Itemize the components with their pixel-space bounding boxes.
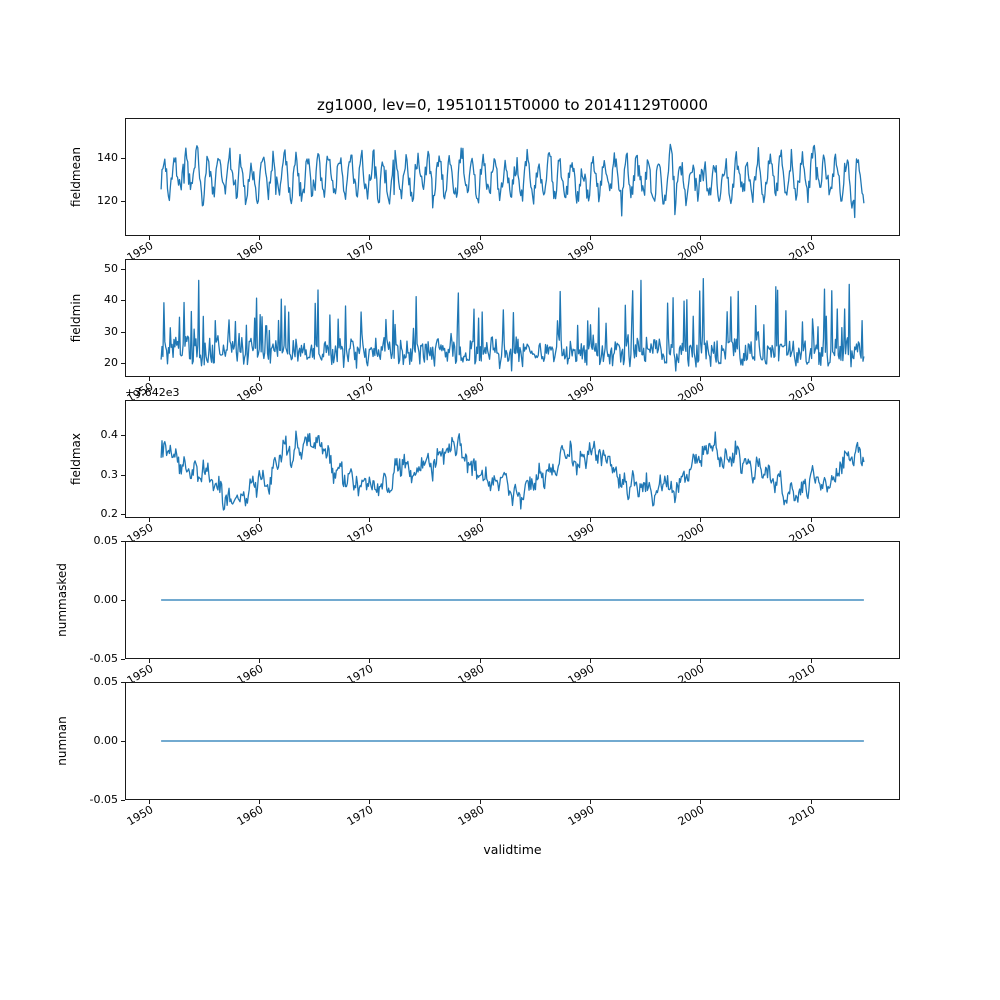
fieldmin-line	[160, 277, 865, 372]
y-tick-label: 0.05	[93, 675, 119, 688]
y-tick-mark	[121, 200, 125, 202]
fieldmax-polyline	[160, 430, 865, 511]
x-tick-mark	[259, 800, 261, 804]
x-tick-mark	[590, 659, 591, 663]
y-tick-label: 40	[104, 293, 118, 307]
x-tick-mark	[148, 377, 150, 381]
y-tick-mark	[121, 300, 125, 302]
ylabel-nummasked-text: nummasked	[55, 563, 69, 637]
y-tick-mark	[121, 269, 125, 271]
y-tick-mark	[121, 474, 125, 476]
y-tick-label: 50	[104, 262, 118, 276]
x-tick-mark	[700, 377, 702, 381]
fieldmean-polyline	[160, 143, 865, 219]
y-tick-mark	[121, 541, 125, 542]
y-tick-mark	[121, 659, 125, 660]
y-tick-mark	[121, 514, 125, 516]
x-tick-label-text: 2010	[786, 803, 818, 829]
ylabel-fieldmax-text: fieldmax	[69, 432, 83, 486]
x-tick-mark	[148, 659, 150, 663]
subplot-fieldmin	[125, 259, 900, 377]
x-tick-label-text: 1970	[345, 803, 376, 829]
x-tick-mark	[259, 236, 261, 240]
x-tick-mark	[810, 659, 812, 663]
x-tick-mark	[479, 800, 481, 804]
x-tick-mark	[259, 659, 261, 663]
x-tick-mark	[259, 518, 261, 522]
fieldmean-line	[160, 143, 865, 219]
chart-title: zg1000, lev=0, 19510115T0000 to 20141129…	[317, 96, 708, 114]
y-tick-label: -0.05	[89, 652, 118, 665]
x-tick-mark	[479, 236, 481, 240]
subplot-nummasked	[125, 541, 900, 659]
x-tick-mark	[700, 800, 702, 804]
y-tick-label: 30	[104, 324, 118, 338]
y-tick-label: 20	[104, 356, 118, 370]
x-tick-label-text: 2000	[676, 803, 707, 829]
y-tick-label: 0.2	[100, 507, 119, 521]
y-tick-label: 0.3	[100, 467, 119, 481]
x-tick-mark	[369, 518, 371, 522]
subplot-numnan	[125, 682, 900, 800]
x-tick-mark	[148, 236, 150, 240]
y-tick-label: 0.05	[93, 534, 119, 547]
x-tick-label-text: 1960	[234, 803, 266, 829]
y-tick-mark	[121, 682, 125, 683]
y-tick-mark	[121, 363, 125, 365]
x-tick-mark	[369, 659, 371, 663]
y-tick-mark	[121, 800, 125, 801]
x-tick-mark	[590, 800, 591, 804]
x-tick-mark	[479, 377, 481, 381]
subplot-fieldmean	[125, 118, 900, 236]
y-tick-mark	[121, 600, 125, 601]
x-tick-label-text: 1990	[565, 803, 597, 829]
x-tick-label-text: 1980	[455, 803, 487, 829]
y-tick-mark	[121, 741, 125, 742]
y-tick-label: 140	[97, 150, 118, 164]
x-tick-mark	[700, 236, 702, 240]
y-tick-label: 0.00	[93, 593, 119, 606]
fieldmin-polyline	[160, 277, 865, 372]
x-tick-mark	[479, 518, 481, 522]
x-tick-label-text: 1950	[124, 803, 156, 829]
fieldmax-line	[160, 430, 865, 511]
axis-offset-text: +3.642e3	[125, 386, 180, 399]
x-tick-mark	[148, 800, 150, 804]
x-tick-mark	[700, 659, 702, 663]
x-tick-mark	[810, 800, 812, 804]
y-tick-label: 0.4	[100, 428, 119, 442]
numnan-line	[161, 740, 864, 742]
x-tick-mark	[810, 377, 812, 381]
x-tick-mark	[148, 518, 150, 522]
y-tick-label: -0.05	[89, 793, 118, 806]
x-tick-mark	[369, 377, 371, 381]
x-tick-mark	[259, 377, 261, 381]
x-tick-mark	[590, 518, 591, 522]
x-tick-mark	[590, 236, 591, 240]
x-tick-mark	[369, 800, 371, 804]
y-tick-mark	[121, 157, 125, 159]
x-tick-mark	[810, 236, 812, 240]
ylabel-fieldmean-text: fieldmean	[69, 147, 83, 207]
x-tick-mark	[810, 518, 812, 522]
y-tick-label: 0.00	[93, 734, 119, 747]
y-tick-mark	[121, 435, 125, 437]
x-tick-mark	[479, 659, 481, 663]
x-tick-mark	[590, 377, 591, 381]
y-tick-label: 120	[97, 193, 118, 207]
x-tick-mark	[369, 236, 371, 240]
x-tick-mark	[700, 518, 702, 522]
nummasked-line	[161, 599, 864, 601]
x-axis-label: validtime	[483, 842, 542, 857]
ylabel-numnan-text: numnan	[55, 716, 69, 766]
ylabel-fieldmin-text: fieldmin	[69, 293, 83, 343]
y-tick-mark	[121, 331, 125, 333]
subplot-fieldmax	[125, 400, 900, 518]
